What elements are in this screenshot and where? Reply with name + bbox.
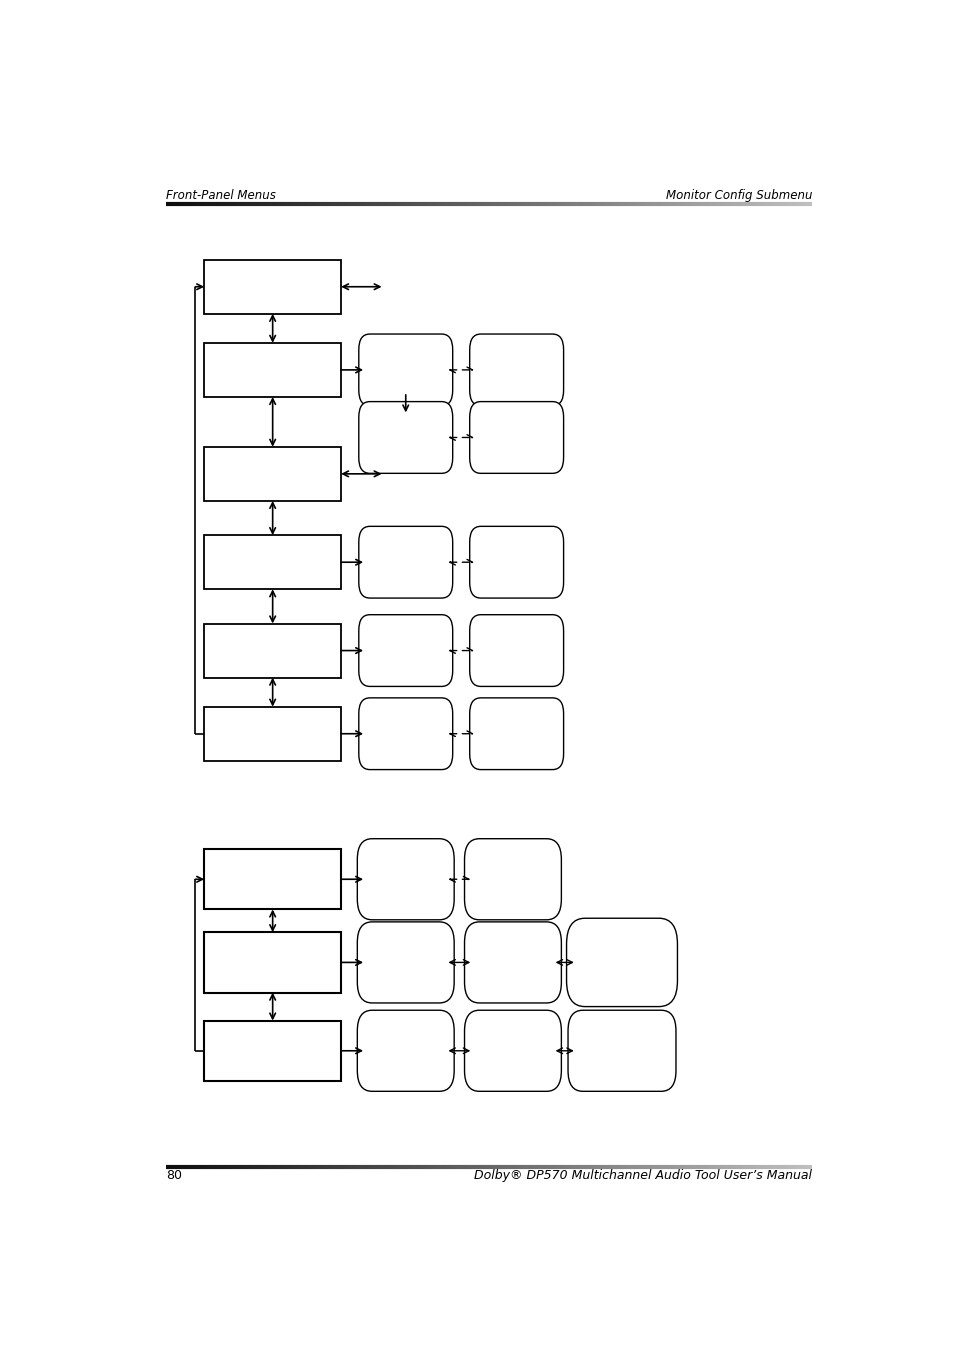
FancyBboxPatch shape [469,401,563,474]
Bar [204,535,341,589]
FancyBboxPatch shape [357,1010,454,1091]
Bar [204,259,341,313]
Bar [204,849,341,910]
Text: 80: 80 [166,1169,182,1183]
FancyBboxPatch shape [358,526,453,598]
FancyBboxPatch shape [566,918,677,1007]
FancyBboxPatch shape [469,526,563,598]
Text: Dolby® DP570 Multichannel Audio Tool User’s Manual: Dolby® DP570 Multichannel Audio Tool Use… [474,1169,811,1183]
Bar [204,343,341,397]
FancyBboxPatch shape [358,698,453,770]
FancyBboxPatch shape [567,1010,676,1091]
FancyBboxPatch shape [358,333,453,406]
Bar [204,706,341,761]
FancyBboxPatch shape [469,614,563,686]
FancyBboxPatch shape [469,698,563,770]
FancyBboxPatch shape [464,1010,560,1091]
FancyBboxPatch shape [358,401,453,474]
Bar [204,447,341,501]
FancyBboxPatch shape [464,922,560,1003]
Bar [204,1021,341,1081]
FancyBboxPatch shape [464,838,560,919]
FancyBboxPatch shape [357,838,454,919]
Bar [204,624,341,678]
FancyBboxPatch shape [357,922,454,1003]
FancyBboxPatch shape [358,614,453,686]
Text: Monitor Config Submenu: Monitor Config Submenu [665,189,811,201]
Bar [204,933,341,992]
Text: Front-Panel Menus: Front-Panel Menus [166,189,275,201]
FancyBboxPatch shape [469,333,563,406]
